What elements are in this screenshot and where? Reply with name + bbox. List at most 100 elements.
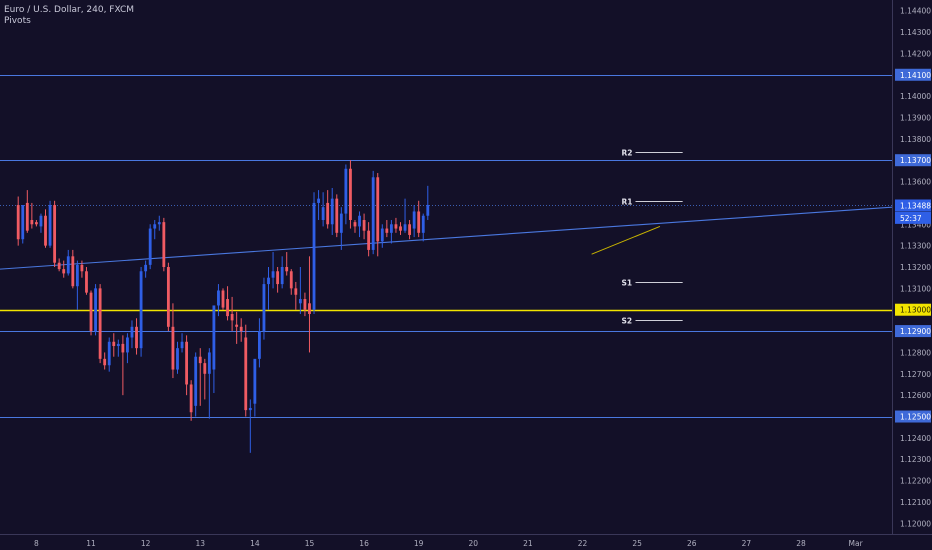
candle-down (53, 200, 57, 267)
candle-body (144, 264, 148, 272)
candle-body (39, 215, 43, 227)
candle-body (217, 290, 220, 306)
support-price-badge-bg (895, 303, 931, 316)
candle-down (25, 190, 29, 233)
candle-body (130, 326, 134, 338)
horizontal-levels (0, 75, 892, 418)
candle-body (303, 299, 307, 310)
price-tick-label: 1.13300 (900, 242, 931, 251)
candle-down (62, 260, 66, 278)
candle-body (30, 220, 34, 225)
candle-up (426, 185, 430, 221)
candle-down (294, 281, 298, 310)
candle-down (362, 213, 366, 240)
candle-body (403, 224, 407, 231)
price-tick-label: 1.13900 (900, 113, 931, 122)
time-tick-label: 21 (523, 539, 533, 548)
price-tick-label: 1.12600 (900, 391, 931, 400)
candle-down (376, 173, 380, 257)
candle-body (376, 177, 380, 242)
time-tick-label: 11 (86, 539, 96, 548)
candle-body (426, 205, 430, 216)
candle-up (267, 267, 270, 310)
candle-body (349, 168, 352, 221)
rising-trendline[interactable] (0, 206, 893, 270)
candle-body (353, 222, 357, 227)
candle-down (394, 217, 398, 233)
candle-up (312, 192, 316, 314)
price-axis[interactable]: 1.14400 1.14300 1.14200 1.14000 1.13900 1.138… (900, 7, 931, 529)
candle-body (362, 220, 366, 231)
level-price-badge: 1.14100 (895, 68, 931, 81)
time-tick-label: 25 (632, 539, 642, 548)
candle-body (244, 337, 248, 411)
candle-body (89, 292, 93, 332)
level-price-badge: 1.12500 (895, 410, 931, 423)
price-tick-label: 1.13400 (900, 220, 931, 229)
price-tick-label: 1.14300 (900, 28, 931, 37)
candle-body (285, 267, 289, 272)
candle-up (412, 205, 416, 238)
candle-body (399, 226, 402, 231)
candle-body (330, 198, 334, 225)
candle-up (21, 205, 25, 244)
time-tick-label: 22 (578, 539, 588, 548)
time-tick-label: 12 (141, 539, 151, 548)
candle-body (112, 341, 116, 347)
candle-down (235, 311, 239, 344)
candle-down (198, 348, 202, 406)
candle-down (166, 262, 170, 332)
candle-down (171, 303, 175, 379)
candle-body (298, 299, 302, 304)
candle-up (148, 224, 152, 270)
level-price-badge-bg (895, 154, 931, 167)
candle-body (171, 326, 175, 370)
candle-down (353, 220, 357, 233)
candle-down (162, 217, 166, 272)
short-trendline[interactable] (591, 225, 661, 255)
time-tick-label: 14 (250, 539, 260, 548)
candle-body (417, 211, 421, 233)
price-tick-label: 1.12300 (900, 455, 931, 464)
candle-down (135, 318, 138, 355)
candle-body (85, 271, 88, 293)
candle-body (203, 363, 207, 374)
time-tick-label: 26 (687, 539, 697, 548)
candle-up (339, 207, 343, 250)
candle-body (34, 222, 38, 225)
candle-body (135, 326, 138, 349)
candle-down (276, 267, 280, 293)
current-price-badge: 1.13488 (895, 199, 931, 212)
candle-up (39, 213, 43, 233)
candle-down (30, 202, 34, 229)
candle-body (185, 341, 189, 385)
candle-up (280, 256, 284, 289)
candle-body (66, 256, 70, 274)
candle-down (303, 292, 307, 317)
candle-up (107, 337, 111, 372)
candle-down (349, 160, 352, 229)
candle-up (207, 348, 211, 419)
candle-down (221, 288, 225, 310)
candle-up (403, 198, 407, 233)
candle-down (34, 220, 38, 227)
candle-body (267, 277, 270, 285)
candle-up (126, 333, 129, 364)
time-axis[interactable]: 8 11 12 13 14 15 16 19 20 21 22 25 26 27 28 Mar (34, 539, 864, 548)
pivot-label-r2: R2 (621, 149, 632, 158)
current-price-badge-bg (895, 199, 931, 212)
price-tick-label: 1.12700 (900, 370, 931, 379)
indicator-label[interactable]: Pivots (4, 16, 31, 26)
candle-down (289, 269, 293, 295)
candle-up (421, 213, 425, 242)
candle-body (326, 202, 330, 225)
pivot-label-r1: R1 (621, 198, 632, 207)
candle-up (180, 333, 184, 353)
candle-body (212, 305, 216, 370)
candle-body (75, 264, 79, 287)
candle-body (198, 356, 202, 364)
candle-up (94, 284, 97, 336)
candle-down (71, 249, 75, 289)
